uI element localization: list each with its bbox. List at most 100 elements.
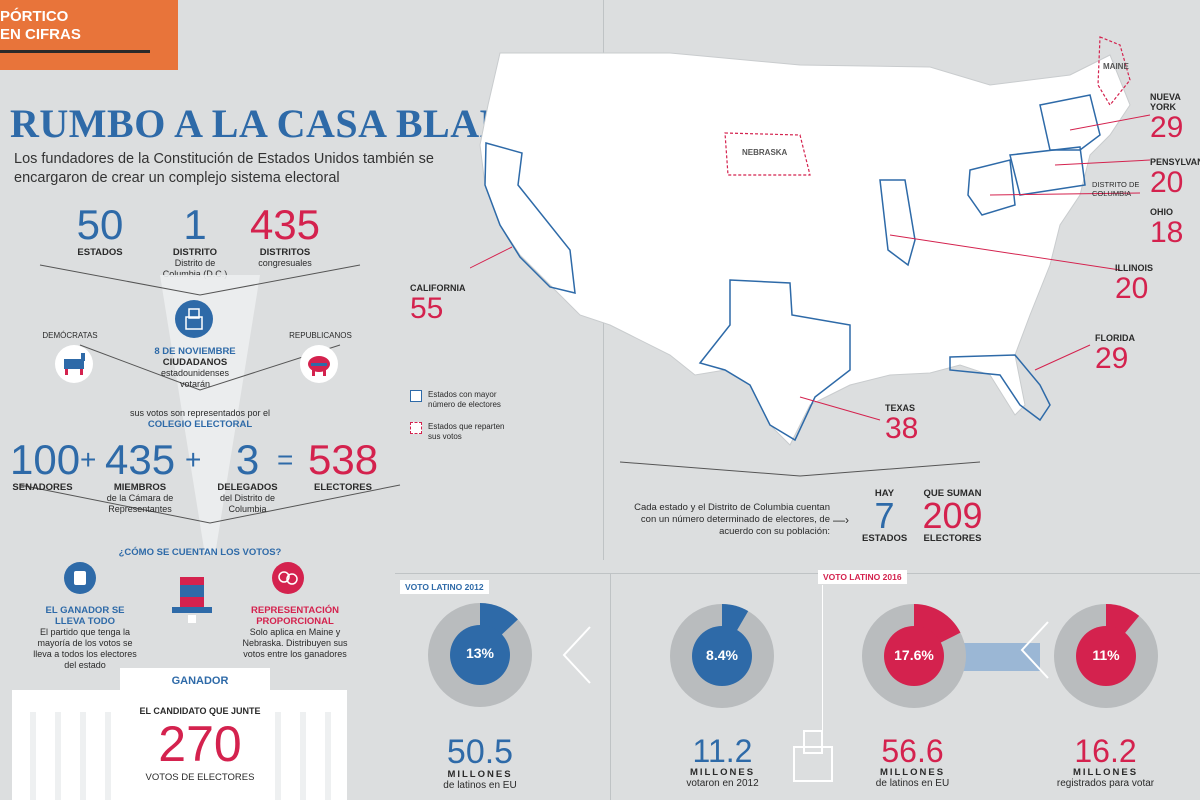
pie-2012 <box>428 603 532 707</box>
stat-2-value: 56.6 <box>881 733 944 769</box>
uncle-sam-hat-icon <box>172 575 212 625</box>
ny-name: NUEVA YORK <box>1150 92 1181 112</box>
college-label: COLEGIO ELECTORAL <box>147 419 253 430</box>
stat-3-unit: MILLONES <box>1072 767 1139 778</box>
suman-label: QUE SUMAN <box>923 488 982 499</box>
distrito-value: 1 <box>183 201 207 248</box>
college-block: sus votos son representados por el COLEG… <box>110 408 290 430</box>
members-sub: de la Cámara de Representantes <box>106 493 174 514</box>
equals-sign: = <box>277 444 294 475</box>
proportional: REPRESENTACIÓN PROPORCIONAL Solo aplica … <box>240 605 350 660</box>
stat-1-unit: MILLONES <box>689 767 756 778</box>
pie-2016-1-label: 8.4% <box>706 647 738 663</box>
republicans-label: REPUBLICANOS <box>289 331 352 340</box>
chevron-left-icon <box>562 626 591 684</box>
dc-name: DISTRITO DE COLUMBIA <box>1092 180 1140 198</box>
estados-label: ESTADOS <box>77 247 123 258</box>
pie-2016-2 <box>862 604 966 708</box>
column <box>300 712 306 800</box>
election-citizens: CIUDADANOS <box>162 357 228 368</box>
represented-text: sus votos son representados por el <box>129 408 271 418</box>
democrats-label: DEMÓCRATAS <box>42 331 98 340</box>
legend-blue-text: Estados con mayor número de electores <box>428 390 501 409</box>
florida-name: FLORIDA <box>1095 333 1135 343</box>
white-house-graphic <box>12 690 347 800</box>
pa-value: 20 <box>1150 166 1184 199</box>
latino-2012-text: de latinos en EU <box>443 780 517 791</box>
latino-2016-stat-3: 16.2 MILLONES registrados para votar <box>1043 735 1168 789</box>
column <box>105 712 111 800</box>
texas-value: 38 <box>885 412 919 445</box>
delegates-value: 3 <box>235 436 260 483</box>
ohio-value: 18 <box>1150 216 1184 249</box>
donkey-icon <box>55 345 93 383</box>
winner-text: El partido que tenga la mayoría de los v… <box>33 627 137 670</box>
latino-2012-unit: MILLONES <box>447 769 513 780</box>
pa-name: PENSYLVANIA <box>1150 157 1200 167</box>
column <box>325 712 331 800</box>
california-name: CALIFORNIA <box>410 283 466 293</box>
latino-2012-value: 50.5 <box>446 733 514 771</box>
legend-blue-swatch <box>410 390 422 402</box>
state-california: CALIFORNIA 55 <box>410 283 466 325</box>
suman-value: 209 <box>922 495 983 536</box>
legend-red-swatch <box>410 422 422 434</box>
section-tag: PÓRTICO EN CIFRAS <box>0 0 178 70</box>
divider-horizontal <box>395 573 1200 574</box>
latino-2016-tag: VOTO LATINO 2016 <box>818 570 907 584</box>
latino-2012-stat: 50.5 MILLONES de latinos en EU <box>420 735 540 791</box>
members-value: 435 <box>105 436 176 483</box>
illinois-name: ILLINOIS <box>1115 263 1153 273</box>
tag-line-2: EN CIFRAS <box>0 26 81 43</box>
election-day: 8 DE NOVIEMBRE CIUDADANOS estadounidense… <box>130 346 260 390</box>
elephant-icon <box>300 345 338 383</box>
hay-sub: ESTADOS <box>862 533 908 544</box>
florida-value: 29 <box>1095 342 1129 375</box>
delegates-label: DELEGADOS <box>217 482 278 493</box>
stat-1-value: 11.2 <box>692 733 753 769</box>
hay-label: HAY <box>874 488 895 499</box>
legend-red-text: Estados que reparten sus votos <box>428 422 505 441</box>
distritos-label: DISTRITOS <box>259 247 311 258</box>
distritos-sub: congresuales <box>258 258 312 268</box>
legend-blue: Estados con mayor número de electores <box>410 390 518 410</box>
state-texas: TEXAS 38 <box>885 403 918 445</box>
state-label-nebraska: NEBRASKA <box>742 148 788 157</box>
senators-value: 100 <box>10 436 81 483</box>
distritos-value: 435 <box>249 201 321 248</box>
stat-1-text: votaron en 2012 <box>686 778 759 789</box>
members-label: MIEMBROS <box>113 482 167 493</box>
illinois-value: 20 <box>1115 272 1149 305</box>
senators: 100 SENADORES <box>10 436 81 494</box>
california-value: 55 <box>410 292 444 325</box>
winner-value: 270 <box>158 716 242 772</box>
plus-sign-2: + <box>185 444 202 475</box>
stat-estados: 50 ESTADOS <box>70 201 130 259</box>
estados-value: 50 <box>76 201 124 248</box>
stat-3-value: 16.2 <box>1074 733 1137 769</box>
stat-distritos: 435 DISTRITOS congresuales <box>245 203 325 269</box>
plus-sign-1: + <box>80 444 97 475</box>
summary-hay: HAY 7 ESTADOS <box>862 488 907 544</box>
pie-2016-3-label: 11% <box>1092 647 1120 663</box>
winner-title: EL GANADOR SE LLEVA TODO <box>45 605 125 627</box>
distrito-label: DISTRITO <box>172 247 218 258</box>
tag-line-1: PÓRTICO <box>0 8 69 25</box>
stat-2-text: de latinos en EU <box>875 778 950 789</box>
suman-sub: ELECTORES <box>923 533 982 544</box>
column <box>30 712 36 800</box>
summary-arrow: —› <box>833 513 849 527</box>
prop-text: Solo aplica en Maine y Nebraska. Distrib… <box>242 627 348 659</box>
column <box>80 712 86 800</box>
state-ny: NUEVA YORK 29 <box>1150 92 1200 144</box>
us-map <box>470 36 1151 446</box>
pie-2016-2-label: 17.6% <box>894 647 934 663</box>
ballot-icon <box>793 730 833 782</box>
winner-label: VOTOS DE ELECTORES <box>145 772 255 783</box>
stat-3-text: registrados para votar <box>1056 778 1155 789</box>
state-pa: PENSYLVANIA 20 <box>1150 157 1200 199</box>
state-illinois: ILLINOIS 20 <box>1115 263 1153 305</box>
pie-2012-label: 13% <box>465 645 495 661</box>
delegates-sub: del Distrito de Columbia <box>219 493 276 514</box>
state-ohio: OHIO 18 <box>1150 207 1183 249</box>
